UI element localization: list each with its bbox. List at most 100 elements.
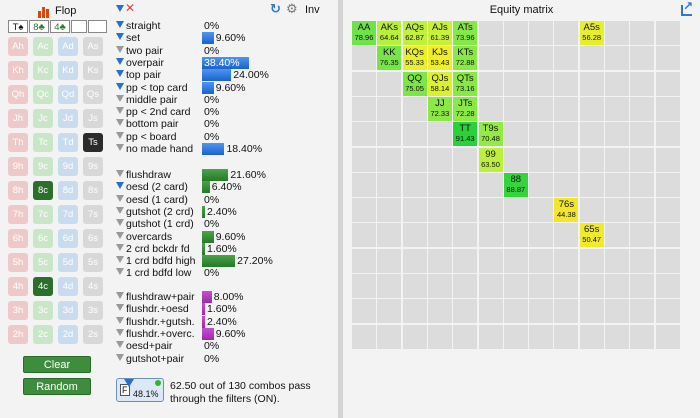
matrix-cell-32s[interactable] (655, 299, 680, 324)
board-card-5[interactable] (88, 20, 107, 33)
matrix-cell-95s[interactable] (579, 147, 604, 172)
filter-row-set[interactable]: set 9.60% (116, 32, 338, 45)
matrix-cell-KQs[interactable]: KQs 55.33 (402, 46, 427, 71)
matrix-cell-J8o[interactable] (427, 172, 452, 197)
matrix-cell-84s[interactable] (605, 172, 629, 197)
card-4d[interactable]: 4d (58, 277, 78, 296)
matrix-cell-62o[interactable] (554, 324, 579, 349)
filter-row-middle-pair[interactable]: middle pair 0% (116, 94, 338, 106)
matrix-cell-J4o[interactable] (427, 274, 452, 298)
matrix-cell-96o[interactable] (478, 223, 503, 248)
invert-toggle[interactable]: Inv (305, 4, 320, 16)
matrix-cell-Q2o[interactable] (402, 324, 427, 349)
board-card-2[interactable]: 8♣ (29, 20, 49, 33)
filter-funnel-icon[interactable] (116, 206, 124, 214)
matrix-cell-J4s[interactable] (605, 96, 629, 121)
card-5h[interactable]: 5h (8, 253, 28, 272)
filter-funnel-icon[interactable] (116, 304, 124, 312)
matrix-cell-AKs[interactable]: AKs 64.64 (377, 21, 402, 45)
matrix-cell-Q4s[interactable] (605, 71, 629, 96)
filter-funnel-icon[interactable] (116, 21, 124, 28)
refresh-icon[interactable]: ↻ (270, 1, 281, 16)
random-button[interactable]: Random (23, 378, 91, 395)
matrix-cell-T7o[interactable] (453, 198, 478, 223)
card-3c[interactable]: 3c (33, 301, 53, 320)
card-7d[interactable]: 7d (58, 205, 78, 224)
matrix-cell-AKo[interactable] (352, 46, 376, 71)
matrix-cell-JJ[interactable]: JJ 72.33 (427, 96, 452, 121)
matrix-cell-T3o[interactable] (453, 299, 478, 324)
matrix-cell-82s[interactable] (655, 172, 680, 197)
matrix-cell-KJo[interactable] (377, 96, 402, 121)
filter-funnel-icon[interactable] (116, 292, 124, 299)
card-6c[interactable]: 6c (33, 229, 53, 248)
matrix-cell-AJs[interactable]: AJs 61.39 (427, 21, 452, 45)
card-9h[interactable]: 9h (8, 157, 28, 176)
card-Kh[interactable]: Kh (8, 61, 28, 80)
filter-row-flushdraw-pair[interactable]: flushdraw+pair 8.00% (116, 291, 338, 303)
filter-row-1-crd-bdfd-high[interactable]: 1 crd bdfd high 27.20% (116, 255, 338, 268)
card-Tc[interactable]: Tc (33, 133, 53, 152)
matrix-cell-86o[interactable] (503, 223, 528, 248)
matrix-cell-98s[interactable] (503, 147, 528, 172)
matrix-cell-K8s[interactable] (503, 46, 528, 71)
matrix-cell-K7o[interactable] (377, 198, 402, 223)
filter-row-two-pair[interactable]: two pair 0% (116, 45, 338, 57)
card-Ac[interactable]: Ac (33, 37, 53, 56)
filter-funnel-icon[interactable] (116, 33, 124, 41)
filter-funnel-icon[interactable] (116, 131, 124, 139)
matrix-cell-64s[interactable] (605, 223, 629, 248)
matrix-cell-87o[interactable] (503, 198, 528, 223)
card-9s[interactable]: 9s (83, 157, 103, 176)
matrix-cell-92s[interactable] (655, 147, 680, 172)
matrix-cell-95o[interactable] (478, 248, 503, 273)
matrix-cell-A6o[interactable] (352, 223, 376, 248)
filter-row-straight[interactable]: straight 0% (116, 20, 338, 32)
filter-funnel-icon[interactable] (116, 341, 124, 349)
matrix-cell-T3s[interactable] (630, 122, 655, 147)
card-Qs[interactable]: Qs (83, 85, 103, 104)
filter-funnel-icon[interactable] (116, 219, 124, 227)
matrix-cell-99[interactable]: 99 63.50 (478, 147, 503, 172)
matrix-cell-K5s[interactable] (579, 46, 604, 71)
matrix-cell-62s[interactable] (655, 223, 680, 248)
card-7c[interactable]: 7c (33, 205, 53, 224)
matrix-cell-KQo[interactable] (377, 71, 402, 96)
panel-divider[interactable] (338, 0, 343, 418)
matrix-cell-94s[interactable] (605, 147, 629, 172)
card-3d[interactable]: 3d (58, 301, 78, 320)
filter-funnel-icon[interactable] (116, 243, 124, 251)
card-9c[interactable]: 9c (33, 157, 53, 176)
matrix-cell-Q9s[interactable] (478, 71, 503, 96)
card-2h[interactable]: 2h (8, 325, 28, 344)
matrix-cell-ATs[interactable]: ATs 73.96 (453, 21, 478, 45)
card-3h[interactable]: 3h (8, 301, 28, 320)
matrix-cell-Q8s[interactable] (503, 71, 528, 96)
matrix-cell-85s[interactable] (579, 172, 604, 197)
matrix-cell-T4o[interactable] (453, 274, 478, 298)
matrix-cell-A6s[interactable] (554, 21, 579, 45)
matrix-cell-84o[interactable] (503, 274, 528, 298)
matrix-cell-63s[interactable] (630, 223, 655, 248)
matrix-cell-93o[interactable] (478, 299, 503, 324)
card-2s[interactable]: 2s (83, 325, 103, 344)
matrix-cell-74s[interactable] (605, 198, 629, 223)
filter-row-gutshot-2-crd-[interactable]: gutshot (2 crd) 2.40% (116, 205, 338, 218)
card-2c[interactable]: 2c (33, 325, 53, 344)
card-8d[interactable]: 8d (58, 181, 78, 200)
matrix-cell-77[interactable] (529, 198, 554, 223)
matrix-cell-Q3s[interactable] (630, 71, 655, 96)
matrix-cell-K4o[interactable] (377, 274, 402, 298)
matrix-cell-J3o[interactable] (427, 299, 452, 324)
filter-row-flushdr-overc-[interactable]: flushdr.+overc. 9.60% (116, 327, 338, 340)
matrix-cell-53o[interactable] (579, 299, 604, 324)
gear-icon[interactable]: ⚙ (286, 1, 298, 16)
card-8h[interactable]: 8h (8, 181, 28, 200)
matrix-cell-T2s[interactable] (655, 122, 680, 147)
card-7h[interactable]: 7h (8, 205, 28, 224)
matrix-cell-AA[interactable]: AA 78.96 (352, 21, 376, 45)
filter-row-flushdraw[interactable]: flushdraw 21.60% (116, 169, 338, 181)
card-As[interactable]: As (83, 37, 103, 56)
matrix-cell-44[interactable] (605, 274, 629, 298)
matrix-cell-Q6o[interactable] (402, 223, 427, 248)
